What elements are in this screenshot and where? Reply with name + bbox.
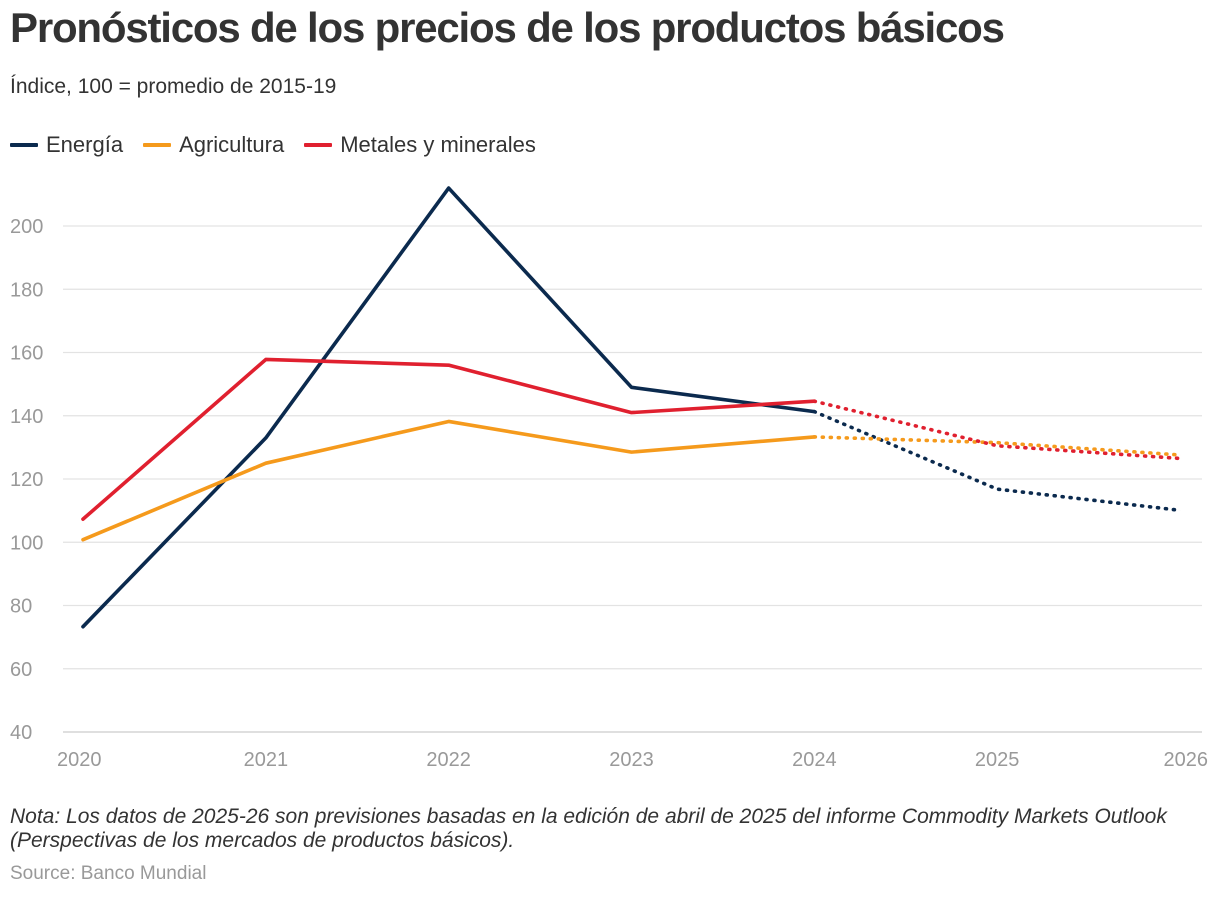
x-tick-label-2025: 2025 xyxy=(975,749,1020,771)
x-tick-label-2020: 2020 xyxy=(57,749,102,771)
chart-subtitle: Índice, 100 = promedio de 2015-19 xyxy=(10,75,337,98)
y-tick-label-60: 60 xyxy=(10,659,32,681)
y-tick-label-80: 80 xyxy=(10,596,32,618)
x-tick-label-2022: 2022 xyxy=(426,749,471,771)
series-line-agricultura-forecast xyxy=(812,435,1182,457)
x-tick-label-2024: 2024 xyxy=(792,749,837,771)
chart-note: Nota: Los datos de 2025-26 son prevision… xyxy=(10,805,1167,852)
y-tick-label-100: 100 xyxy=(10,532,43,554)
legend-label-metales: Metales y minerales xyxy=(340,132,536,157)
legend-swatch-metales xyxy=(304,143,333,147)
chart-source: Source: Banco Mundial xyxy=(10,863,207,884)
x-tick-label-2023: 2023 xyxy=(609,749,654,771)
y-tick-label-40: 40 xyxy=(10,722,32,744)
legend-label-agricultura: Agricultura xyxy=(179,132,285,157)
y-tick-label-180: 180 xyxy=(10,279,43,301)
y-tick-label-160: 160 xyxy=(10,343,43,365)
legend-swatch-energia xyxy=(10,143,38,147)
y-axis-labels: 40 60 80 100 120 140 160 180 200 xyxy=(10,216,43,744)
chart-title: Pronósticos de los precios de los produc… xyxy=(10,4,1005,51)
series-line-metales-forecast xyxy=(812,399,1182,461)
y-tick-label-200: 200 xyxy=(10,216,43,238)
legend-swatch-agricultura xyxy=(143,143,172,147)
legend-label-energia: Energía xyxy=(46,132,124,157)
legend: Energía Agricultura Metales y minerales xyxy=(10,131,556,159)
x-tick-label-2021: 2021 xyxy=(244,749,289,771)
series-lines xyxy=(81,186,1182,629)
x-axis-labels: 2020 2021 2022 2023 2024 2025 2026 xyxy=(57,749,1208,771)
series-line-energia-forecast xyxy=(812,409,1182,513)
y-tick-label-140: 140 xyxy=(10,406,43,428)
legend-item-metales: Metales y minerales xyxy=(304,132,536,158)
series-line-agricultura-historical xyxy=(81,419,817,542)
legend-item-energia: Energía xyxy=(10,132,123,158)
gridlines xyxy=(63,225,1202,733)
legend-item-agricultura: Agricultura xyxy=(143,132,284,158)
y-tick-label-120: 120 xyxy=(10,469,43,491)
x-tick-label-2026: 2026 xyxy=(1164,749,1209,771)
